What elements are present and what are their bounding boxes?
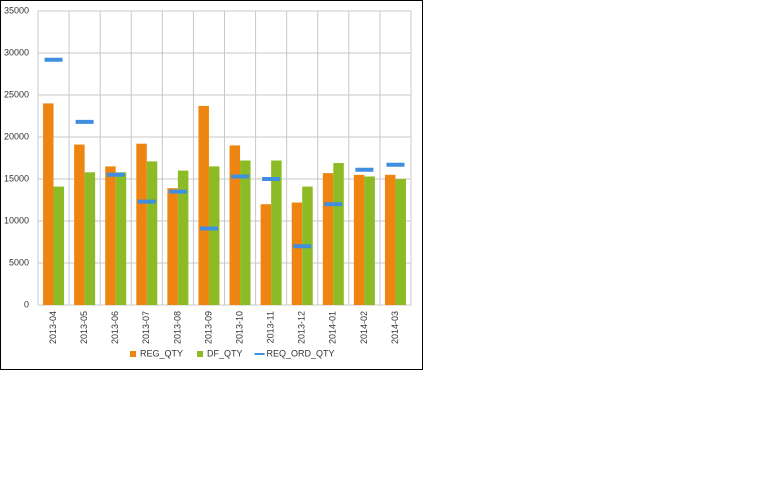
x-tick-label: 2013-09 xyxy=(203,311,213,344)
bar xyxy=(260,204,272,305)
bar xyxy=(167,188,178,305)
x-tick-label: 2013-06 xyxy=(110,311,120,344)
x-tick-label: 2013-11 xyxy=(266,311,276,343)
y-tick-label: 35000 xyxy=(4,5,29,15)
bar xyxy=(74,144,85,305)
y-tick-label: 0 xyxy=(24,299,29,309)
legend-label: DF_QTY xyxy=(207,348,243,358)
bar xyxy=(291,202,303,305)
bar xyxy=(229,145,241,305)
bar xyxy=(240,160,251,305)
x-tick-label: 2014-02 xyxy=(359,311,369,344)
bar xyxy=(43,103,54,306)
x-tick-label: 2013-05 xyxy=(79,311,89,344)
y-tick-label: 25000 xyxy=(4,89,29,99)
bar xyxy=(364,176,375,305)
x-tick-label: 2013-04 xyxy=(48,311,58,344)
x-tick-label: 2013-07 xyxy=(141,311,151,344)
bar xyxy=(115,172,127,305)
y-tick-label: 20000 xyxy=(4,131,29,141)
x-tick-label: 2014-01 xyxy=(328,311,338,344)
y-tick-label: 10000 xyxy=(4,215,29,225)
x-tick-label: 2014-03 xyxy=(390,311,400,344)
bar xyxy=(333,163,344,305)
bar xyxy=(53,186,65,305)
legend-label: REG_QTY xyxy=(140,348,183,358)
x-tick-label: 2013-10 xyxy=(234,311,244,344)
y-tick-label: 15000 xyxy=(4,173,29,183)
legend-label: REQ_ORD_QTY xyxy=(267,348,335,358)
legend-swatch xyxy=(197,351,204,357)
bar xyxy=(353,174,365,305)
bar xyxy=(146,161,158,305)
bar xyxy=(208,166,220,305)
x-tick-label: 2013-12 xyxy=(297,311,307,344)
bar xyxy=(198,105,209,305)
bar xyxy=(271,160,282,305)
bar xyxy=(136,143,147,305)
bar xyxy=(384,174,396,305)
y-tick-label: 5000 xyxy=(9,257,29,267)
bar xyxy=(395,179,406,305)
legend-swatch xyxy=(130,351,136,357)
bar xyxy=(84,172,96,305)
y-tick-label: 30000 xyxy=(4,47,29,57)
bar xyxy=(177,170,189,305)
x-tick-label: 2013-08 xyxy=(172,311,182,344)
bar xyxy=(105,166,116,305)
bar xyxy=(322,173,334,305)
